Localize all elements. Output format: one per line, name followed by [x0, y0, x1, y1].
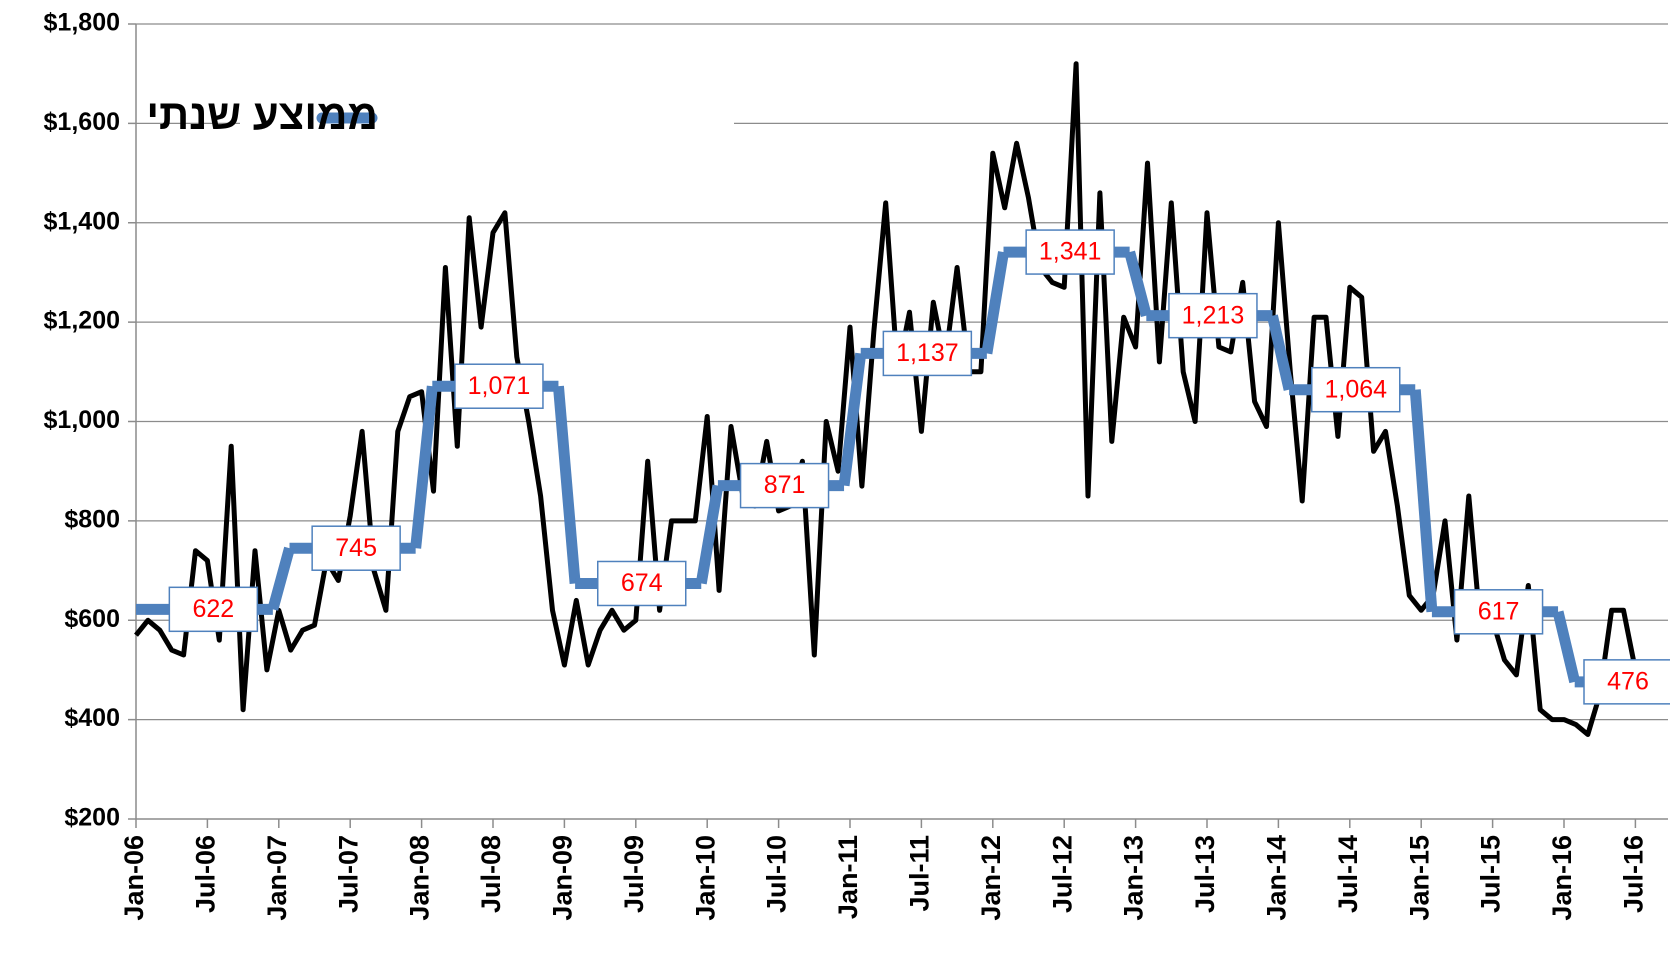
step-connector — [981, 251, 1009, 355]
data-label-text: 1,071 — [468, 372, 531, 400]
step-connector — [1124, 250, 1152, 318]
x-tick-label: Jul-10 — [762, 835, 792, 913]
data-label-box — [882, 330, 973, 377]
data-label-box — [1025, 229, 1115, 275]
data-label-box — [168, 586, 259, 633]
data-label-text: 622 — [192, 595, 234, 623]
step-connector — [267, 546, 295, 611]
step-connector — [695, 484, 724, 585]
step-connector — [1552, 610, 1581, 684]
x-tick-label: Jan-16 — [1547, 835, 1577, 921]
data-label: 1,064 — [1311, 366, 1401, 413]
data-label-box — [1168, 292, 1258, 339]
data-label: 622 — [168, 586, 259, 633]
y-tick-label: $1,800 — [44, 9, 120, 37]
x-tick-label: Jan-15 — [1404, 835, 1434, 921]
x-tick-label: Jul-11 — [905, 835, 935, 912]
data-label-box — [739, 462, 830, 509]
y-tick-label: $1,200 — [44, 307, 120, 335]
monthly-line — [134, 61, 1638, 737]
data-label: 1,071 — [454, 363, 544, 409]
y-tick-label: $1,400 — [44, 207, 120, 235]
y-tick-label: $1,600 — [44, 108, 120, 136]
x-tick-label: Jul-06 — [191, 835, 221, 913]
legend-label: ממוצע שנתי — [146, 91, 378, 138]
data-label: 674 — [597, 560, 687, 607]
data-label: 1,213 — [1168, 292, 1258, 339]
data-label-text: 745 — [335, 534, 377, 562]
x-tick-label: Jul-16 — [1619, 835, 1649, 913]
data-label-box — [1453, 589, 1544, 635]
data-label: 745 — [311, 525, 401, 571]
step-connector — [552, 385, 581, 584]
data-label-box — [454, 363, 544, 409]
x-tick-label: Jan-11 — [833, 835, 863, 919]
y-tick-label: $600 — [64, 605, 120, 633]
x-tick-label: Jan-14 — [1262, 835, 1292, 921]
y-tick-label: $400 — [64, 704, 120, 732]
x-tick-label: Jan-12 — [976, 835, 1006, 921]
data-label-text: 871 — [764, 471, 806, 499]
data-label-text: 674 — [621, 569, 663, 597]
step-connector — [1409, 389, 1438, 613]
x-tick-label: Jan-09 — [548, 835, 578, 921]
data-label-box — [597, 560, 687, 607]
y-tick-label: $800 — [64, 505, 120, 533]
x-tick-label: Jan-13 — [1119, 835, 1149, 921]
data-label: 1,137 — [882, 330, 973, 377]
step-connector — [1267, 314, 1295, 391]
x-tick-label: Jul-12 — [1047, 835, 1077, 913]
data-label: 1,341 — [1025, 229, 1115, 275]
data-label: 617 — [1453, 589, 1544, 635]
step-connector — [410, 385, 438, 549]
x-tick-label: Jul-13 — [1190, 835, 1220, 913]
data-label-box — [1311, 366, 1401, 413]
data-label: 871 — [739, 462, 830, 509]
data-label: 476 — [1583, 659, 1670, 705]
x-tick-label: Jan-10 — [690, 835, 720, 921]
data-label-text: 617 — [1478, 597, 1520, 625]
x-tick-label: Jan-06 — [119, 835, 149, 921]
y-tick-label: $200 — [64, 804, 120, 832]
data-label-text: 1,213 — [1182, 301, 1245, 329]
x-tick-label: Jan-08 — [405, 835, 435, 921]
x-tick-label: Jul-09 — [619, 835, 649, 913]
step-connector — [838, 352, 867, 487]
x-tick-label: Jul-15 — [1476, 835, 1506, 913]
data-label-text: 1,064 — [1324, 375, 1387, 403]
y-tick-label: $1,000 — [44, 406, 120, 434]
x-tick-label: Jul-08 — [476, 835, 506, 913]
x-tick-label: Jan-07 — [262, 835, 292, 921]
data-label-text: 476 — [1607, 667, 1649, 695]
data-label-box — [311, 525, 401, 571]
data-label-text: 1,341 — [1039, 238, 1102, 266]
x-tick-label: Jul-07 — [333, 835, 363, 913]
x-tick-label: Jul-14 — [1333, 835, 1363, 913]
data-label-text: 1,137 — [896, 339, 959, 367]
data-label-box — [1583, 659, 1670, 705]
